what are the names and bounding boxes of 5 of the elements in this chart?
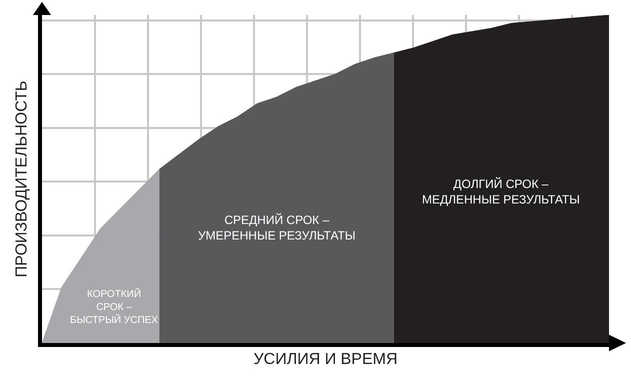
series-label: КОРОТКИЙ СРОК – БЫСТРЫЙ УСПЕХ (70, 287, 158, 326)
series-label: ДОЛГИЙ СРОК – МЕДЛЕННЫЕ РЕЗУЛЬТАТЫ (422, 177, 580, 207)
y-axis-title: ПРОИЗВОДИТЕЛЬНОСТЬ (13, 80, 30, 278)
series-label: СРЕДНИЙ СРОК – УМЕРЕННЫЕ РЕЗУЛЬТАТЫ (198, 213, 356, 243)
x-axis-title: УСИЛИЯ И ВРЕМЯ (253, 351, 398, 368)
